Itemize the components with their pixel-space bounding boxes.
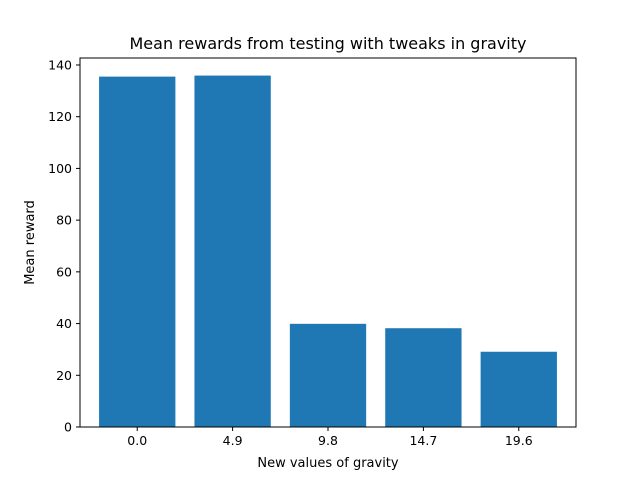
chart-title: Mean rewards from testing with tweaks in… [130,34,527,53]
bar-14.7 [385,328,462,427]
y-axis-ticks: 0 20 40 60 80 100 120 140 [48,57,80,435]
y-tick-label: 80 [56,213,72,228]
bar-9.8 [289,323,367,427]
y-tick-label: 0 [64,420,72,435]
y-tick-label: 120 [48,109,72,124]
x-tick-label: 9.8 [318,433,338,448]
y-tick-label: 20 [56,368,72,383]
x-tick-label: 14.7 [409,433,437,448]
x-tick-label: 4.9 [223,433,243,448]
y-tick-label: 100 [48,161,72,176]
y-tick-label: 60 [56,264,72,279]
y-tick-label: 40 [56,316,72,331]
y-tick-label: 140 [48,57,72,72]
x-tick-label: 0.0 [127,433,147,448]
plot-frame [79,57,577,428]
bars-layer [99,75,557,428]
x-tick-label: 19.6 [505,433,533,448]
bar-0.0 [99,76,176,428]
bar-19.6 [480,351,557,427]
x-axis-ticks: 0.0 4.9 9.8 14.7 19.6 [127,427,533,448]
bar-4.9 [194,75,271,427]
x-axis-label: New values of gravity [257,456,399,471]
y-axis-label: Mean reward [23,200,38,285]
